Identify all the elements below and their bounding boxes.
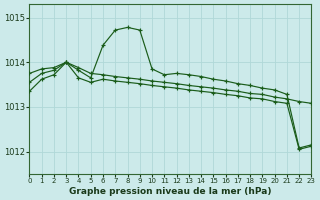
X-axis label: Graphe pression niveau de la mer (hPa): Graphe pression niveau de la mer (hPa) — [69, 187, 272, 196]
